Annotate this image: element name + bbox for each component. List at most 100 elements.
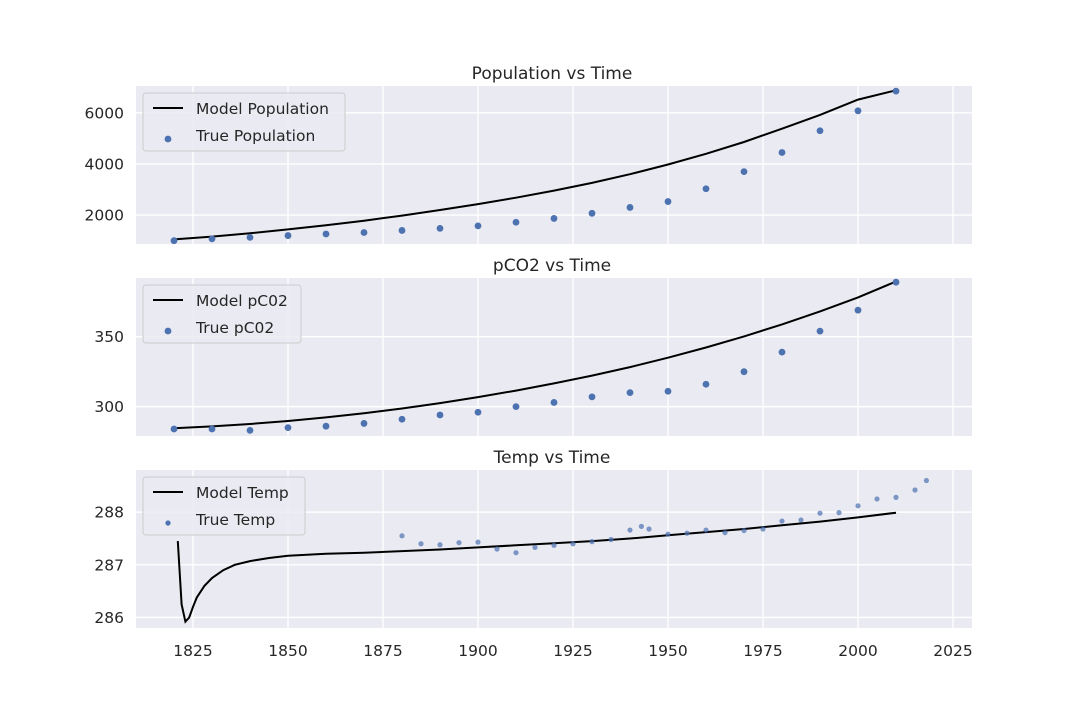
data-point [740,168,748,176]
data-point [474,222,482,230]
series-true-population [170,87,900,245]
data-point [854,306,862,314]
data-point [912,487,918,493]
data-point [570,541,576,547]
legend-label: Model Population [196,100,329,118]
data-point [702,380,710,388]
series-model-temp [176,511,897,624]
data-point [588,393,596,401]
y-tick-label-286: 286 [94,609,124,627]
y-tick-label-6000: 6000 [85,104,124,122]
legend-label: True Temp [195,511,275,529]
data-point [512,403,520,411]
data-point [322,422,330,430]
data-point [778,348,786,356]
legend-frame [142,92,346,152]
data-point [399,533,405,539]
data-point [398,227,406,234]
data-point [664,198,672,205]
legend-label: True pC02 [195,319,274,337]
data-point [798,517,804,523]
data-point [836,510,842,516]
data-point [664,387,672,395]
x-tick-label-1950: 1950 [648,642,687,660]
data-point [760,526,766,532]
data-point [532,544,538,551]
data-point [284,232,292,239]
data-point [588,209,596,217]
data-point [892,87,900,95]
series-true-pc02 [170,278,900,434]
legend-point-marker [165,520,171,526]
data-point [170,425,178,433]
chart-panel-2: 300 350 pCO2 vs Time Model pC02 True pC02 [94,256,972,436]
data-point [626,389,634,397]
data-point [208,425,216,433]
data-point [475,539,481,545]
x-tick-label-1925: 1925 [553,642,592,660]
data-point [398,415,406,423]
data-point [627,527,633,533]
data-point [246,233,254,241]
data-point [436,225,444,232]
data-point [284,424,292,432]
data-point [893,494,899,500]
data-point [854,107,862,115]
data-point [638,523,645,529]
chart-panel-1: 2000 4000 6000 Population vs Time Model Popu… [85,64,972,245]
y-tick-label-350: 350 [94,328,124,346]
data-point [817,510,823,516]
data-point [608,536,614,543]
x-tick-label-1975: 1975 [743,642,782,660]
legend: Model Population True Population [142,92,346,152]
data-point [740,368,748,376]
data-point [892,278,900,286]
data-point [589,539,595,545]
data-point [816,127,824,135]
series-line [176,511,897,624]
series-model-pc02 [173,280,897,430]
data-point [246,427,254,434]
data-point [436,411,444,419]
data-point [208,235,216,243]
x-tick-label-1825: 1825 [173,642,212,660]
data-point [741,527,747,534]
x-tick-label-2025: 2025 [933,642,972,660]
series-line [173,89,897,241]
series-model-population [173,89,897,241]
legend-label: Model pC02 [196,292,288,310]
series-line [173,280,897,430]
data-point [551,542,557,548]
data-point [703,527,709,533]
data-point [360,420,368,427]
data-point [418,541,424,547]
data-point [322,230,330,238]
y-tick-label-288: 288 [94,504,124,522]
data-point [646,526,652,532]
chart-panel-3: 286 287 288 1825 1850 1875 1900 1925 1950 1975 200… [94,448,972,660]
data-point [513,550,519,556]
y-tick-label-287: 287 [94,556,124,574]
legend-frame [142,476,306,536]
x-tick-label-1850: 1850 [268,642,307,660]
data-point [626,204,634,211]
data-point [550,399,558,406]
data-point [779,518,785,524]
legend-point-marker [164,327,172,335]
data-point [474,408,482,416]
y-tick-label-300: 300 [94,398,124,416]
data-point [550,215,558,222]
y-tick-label-2000: 2000 [85,207,124,225]
legend: Model Temp True Temp [142,476,306,536]
data-point [494,546,500,552]
x-tick-label-1900: 1900 [458,642,497,660]
data-point [874,496,880,502]
data-point [456,540,462,546]
data-point [923,477,930,484]
series-true-temp [399,477,930,556]
data-point [360,229,368,236]
data-point [512,218,520,226]
data-point [855,503,861,509]
data-point [778,149,786,156]
